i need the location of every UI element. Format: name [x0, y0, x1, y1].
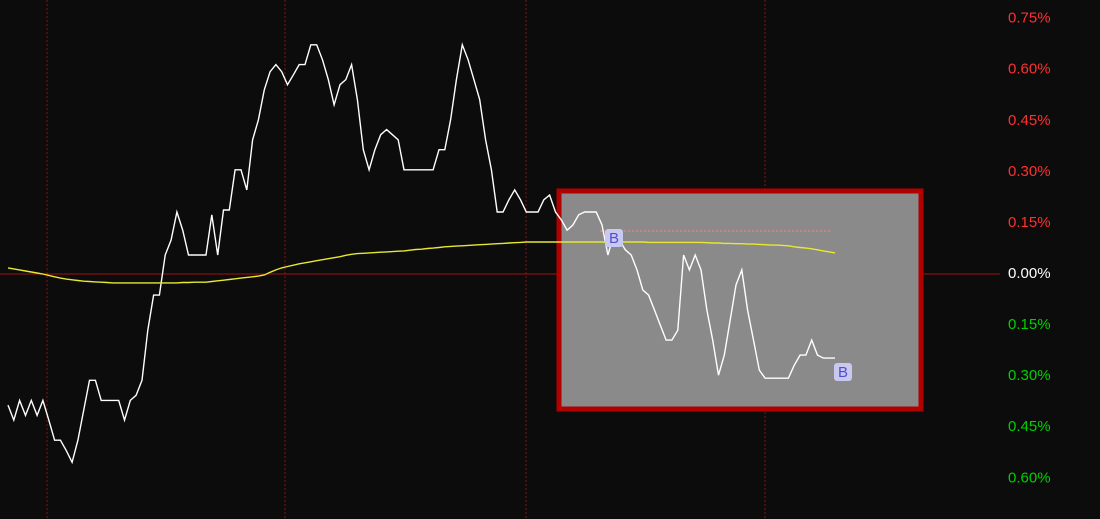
- y-tick-label: 0.00%: [1008, 265, 1051, 282]
- series-line: [7, 42, 835, 465]
- selection-box: [556, 188, 924, 412]
- y-tick-label: 0.30%: [1008, 367, 1051, 384]
- y-tick-label: 0.45%: [1008, 418, 1051, 435]
- y-tick-label: 0.60%: [1008, 61, 1051, 78]
- marker-label: B: [838, 364, 848, 381]
- y-tick-label: 0.15%: [1008, 316, 1051, 333]
- y-tick-label: 0.45%: [1008, 112, 1051, 129]
- series-line: [7, 241, 836, 284]
- marker-box: [605, 229, 623, 247]
- vertical-grid: [46, 0, 766, 519]
- y-tick-label: 0.75%: [1008, 10, 1051, 27]
- y-tick-label: 0.15%: [1008, 214, 1051, 231]
- marker-label: B: [609, 230, 619, 247]
- y-tick-label: 0.30%: [1008, 163, 1051, 180]
- y-axis: 0.75% 0.60% 0.45% 0.30% 0.15% 0.00% 0.15% 0.30%…: [1008, 10, 1051, 487]
- marker: B: [834, 363, 852, 381]
- marker-box: [834, 363, 852, 381]
- lines: [7, 42, 836, 465]
- y-tick-label: 0.60%: [1008, 469, 1051, 486]
- marker: B: [605, 229, 623, 247]
